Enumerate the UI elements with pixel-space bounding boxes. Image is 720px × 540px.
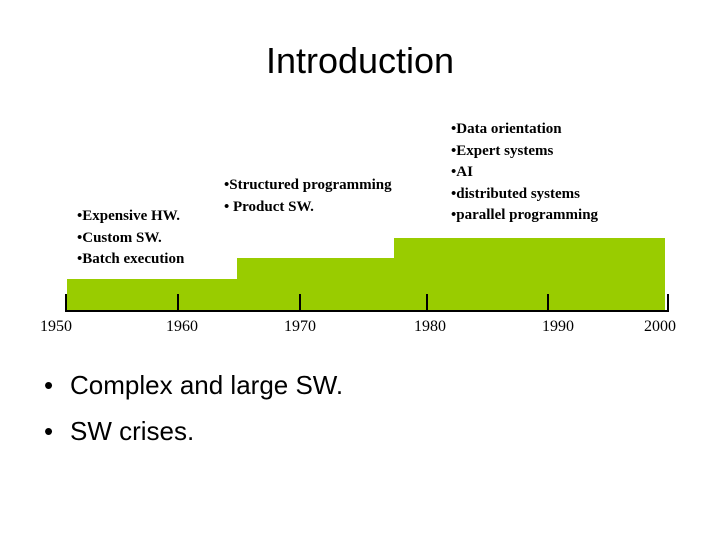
bullet-item: • Complex and large SW. bbox=[44, 362, 343, 408]
era-notes-1950s: •Expensive HW. •Custom SW. •Batch execut… bbox=[77, 206, 184, 271]
bullet-mark: • bbox=[44, 370, 54, 400]
note-item: •Structured programming bbox=[224, 177, 392, 193]
note-item: •distributed systems bbox=[451, 185, 581, 202]
year-label-1950: 1950 bbox=[40, 318, 72, 335]
note-item: •Custom SW. bbox=[77, 229, 162, 246]
year-label-1970: 1970 bbox=[284, 318, 316, 335]
year-label-1990: 1990 bbox=[542, 318, 574, 335]
note-item: • Product SW. bbox=[224, 198, 314, 215]
slide-title: Introduction bbox=[265, 40, 455, 81]
year-label-1980: 1980 bbox=[414, 318, 446, 335]
bullet-mark: • bbox=[44, 416, 54, 446]
era-bar-1980s bbox=[394, 238, 665, 311]
year-label-2000: 2000 bbox=[644, 318, 676, 335]
era-notes-1960s: •Structured programming • Product SW. bbox=[224, 175, 392, 218]
bullet-text: SW crises. bbox=[70, 416, 195, 446]
era-bar-1950s bbox=[67, 279, 237, 311]
era-bar-1960s bbox=[237, 258, 394, 311]
note-item: •Expert systems bbox=[451, 142, 554, 159]
note-item: •Batch execution bbox=[77, 251, 185, 267]
era-notes-1980s: •Data orientation •Expert systems •AI •d… bbox=[451, 119, 598, 227]
note-item: •Data orientation bbox=[451, 121, 562, 137]
bullet-list: • Complex and large SW. • SW crises. bbox=[44, 362, 343, 454]
bullet-item: • SW crises. bbox=[44, 408, 343, 454]
note-item: •Expensive HW. bbox=[77, 208, 181, 224]
note-item: •parallel programming bbox=[451, 207, 599, 223]
year-label-1960: 1960 bbox=[166, 318, 198, 335]
note-item: •AI bbox=[451, 164, 473, 180]
bullet-text: Complex and large SW. bbox=[70, 370, 344, 400]
